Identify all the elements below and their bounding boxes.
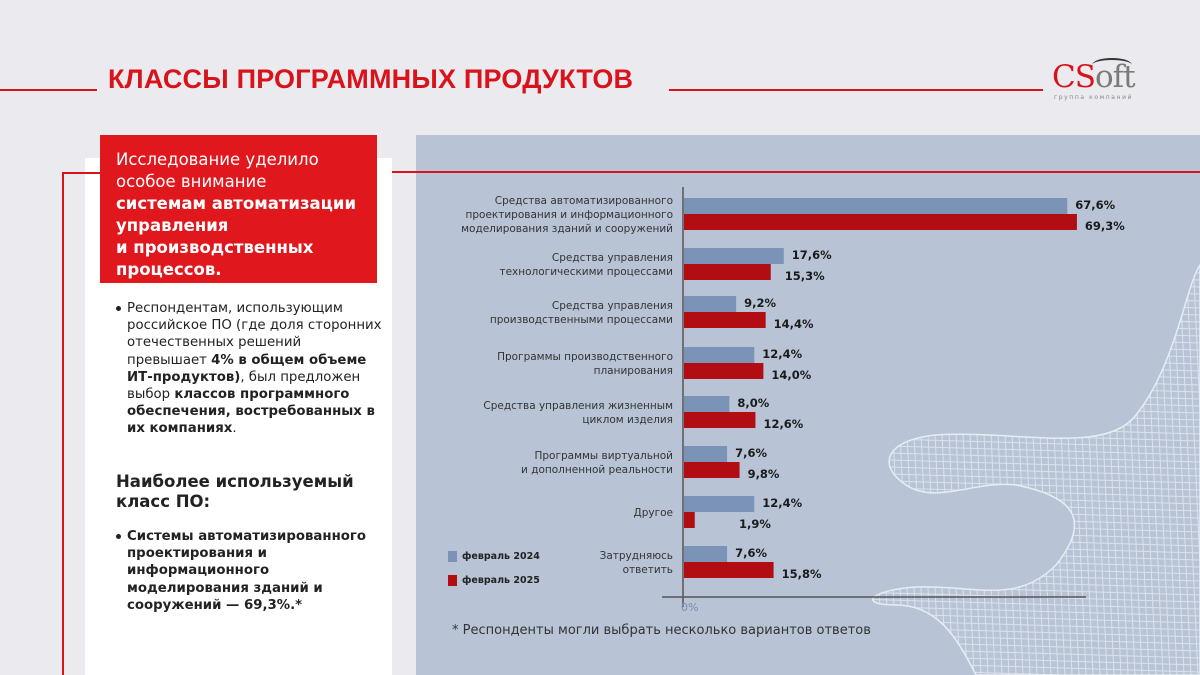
legend-swatch-2024 [448,550,457,562]
respondents-note: Респондентам, использующим российское ПО… [115,300,385,438]
most-used-bullet: Системы автоматизированного проектирован… [115,528,385,614]
csoft-logo: CSoft группа компаний [1048,58,1148,108]
value-label: 12,4% [762,496,802,510]
intro-bold-1-text: системам автоматизации [116,194,357,213]
category-label: Программы производственного [497,351,673,363]
bar-2024 [684,446,728,462]
wireframe-hand-decoration [872,263,1200,675]
bullet-bold-1: 4% в общем объеме ИТ-продуктов) [127,352,367,385]
left-frame-line [62,172,64,675]
bullet-item: Респондентам, использующим российское ПО… [115,300,385,438]
category-label: моделирования зданий и сооружений [461,223,673,235]
value-label: 14,4% [774,317,814,331]
category-label: циклом изделия [582,414,673,426]
bar-2025 [684,412,756,428]
logo-arc-icon [1092,58,1132,72]
category-label: Средства управления жизненным [483,400,673,412]
category-label: технологическими процессами [499,266,673,278]
chart-panel: 0% 67,6% 69,3% Средства автоматизированного… [416,135,1200,675]
value-label: 1,9% [739,517,771,531]
value-label: 67,6% [1075,198,1115,212]
intro-bold-4: процессов. [116,259,361,281]
legend-label-2025: февраль 2025 [462,574,540,586]
page-title: КЛАССЫ ПРОГРАММНЫХ ПРОДУКТОВ [108,64,634,94]
value-label: 9,2% [744,296,776,310]
value-label: 12,4% [762,347,802,361]
bar-2025 [684,562,774,578]
intro-line-1: Исследование уделило [116,150,319,169]
intro-bold-1: системам автоматизации [116,193,361,215]
logo-subtitle: группа компаний [1054,94,1134,101]
bar-2024 [684,248,784,264]
chart-marks: 0% 67,6% 69,3% Средства автоматизированного… [461,187,1125,614]
logo-oft: oft [1094,59,1136,95]
bar-2024 [684,347,755,363]
value-label: 12,6% [763,417,803,431]
bar-2025 [684,264,771,280]
chart-legend: февраль 2024 февраль 2025 [448,550,540,598]
bar-2024 [684,496,755,512]
chart-top-accent-line [392,171,1200,173]
legend-swatch-2025 [448,574,457,586]
category-label: Затрудняюсь [600,550,673,562]
bar-2025 [684,512,695,528]
bar-2025 [684,214,1077,230]
bullet-bold-2: классов программного обеспечения, востре… [127,387,375,437]
bar-chart: 0% 67,6% 69,3% Средства автоматизированного… [461,187,1200,675]
intro-bold-3: и производственных [116,237,361,259]
category-label: Средства управления [552,252,673,264]
value-label: 8,0% [737,396,769,410]
category-label: производственными процессами [490,314,673,326]
header-line-left [0,89,97,91]
logo-cs: CS [1052,59,1096,95]
category-label: и дополненной реальности [521,464,673,476]
chart-footnote: * Респонденты могли выбрать несколько ва… [452,623,871,638]
value-label: 17,6% [792,248,832,262]
hand-mesh [872,265,1200,675]
bar-2024 [684,396,730,412]
intro-line-2: особое внимание [116,172,267,191]
bar-2024 [684,546,728,562]
bar-2025 [684,312,766,328]
bar-2024 [684,296,737,312]
value-label: 9,8% [748,467,780,481]
legend-item-2024: февраль 2024 [448,550,540,562]
bar-2024 [684,198,1068,214]
left-frame-top-line [62,172,100,174]
header-line-right [669,89,1043,91]
intro-callout: Исследование уделило особое внимание сис… [100,135,377,283]
logo-wordmark: CSoft [1052,59,1136,95]
value-label: 7,6% [735,546,767,560]
legend-label-2024: февраль 2024 [462,550,540,562]
category-label: планирования [594,365,673,377]
intro-bold-4-text: процессов. [116,260,222,279]
bullet-text-2: , был предложен выбор [127,369,361,403]
value-label: 15,3% [785,269,825,283]
intro-bold-2: управления [116,215,361,237]
legend-item-2025: февраль 2025 [448,574,540,586]
category-label: Средства автоматизированного [495,195,673,207]
category-label: Программы виртуальной [534,450,673,462]
value-label: 69,3% [1085,219,1125,233]
value-label: 15,8% [782,567,822,581]
intro-bold-3-text: и производственных [116,238,314,257]
x-tick-label: 0% [681,601,698,614]
bullet-text-1: Респондентам, использующим российское ПО… [127,301,382,368]
intro-bold-2-text: управления [116,216,229,235]
most-used-heading: Наиболее используемый класс ПО: [116,472,354,511]
hand-outline [872,263,1200,675]
bar-2025 [684,363,764,379]
category-label: Средства управления [552,300,673,312]
most-used-item: Системы автоматизированного проектирован… [115,528,385,614]
value-label: 7,6% [735,446,767,460]
bar-2025 [684,462,740,478]
category-label: Другое [634,507,673,519]
bullet-text-3: . [232,421,237,437]
category-label: проектирования и информационного [465,209,673,221]
value-label: 14,0% [771,368,811,382]
category-label: ответить [623,564,673,576]
